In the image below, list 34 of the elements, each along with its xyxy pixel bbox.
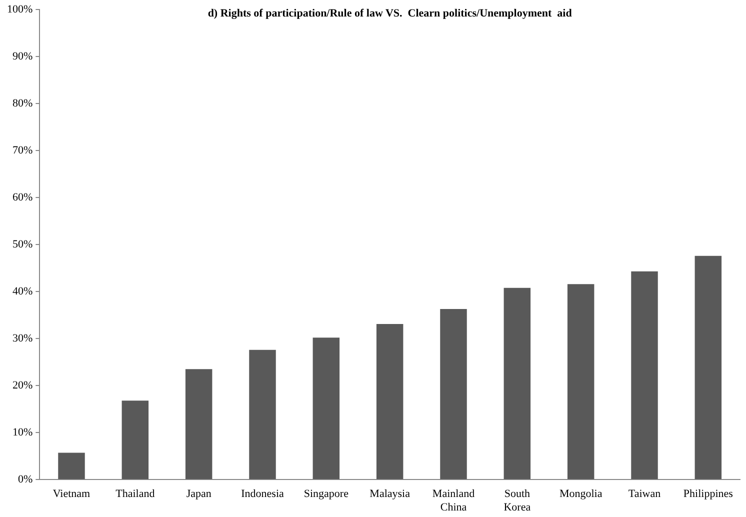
bar	[312, 338, 340, 480]
bar	[185, 369, 212, 480]
y-tick-label: 0%	[18, 473, 33, 486]
y-tick-label: 30%	[12, 332, 33, 344]
y-tick-label: 10%	[12, 426, 33, 438]
x-tick-label: Thailand	[116, 488, 156, 500]
bar	[122, 400, 149, 480]
chart-title: d) Rights of participation/Rule of law VS. Clearn politics/Unemployment aid	[208, 7, 572, 20]
bar	[567, 284, 594, 480]
y-tick-label: 50%	[12, 238, 33, 250]
bar	[376, 324, 404, 480]
x-tick-label: Malaysia	[370, 488, 410, 500]
y-tick-label: 40%	[12, 285, 33, 298]
bar	[440, 308, 467, 480]
x-tick-label: Vietnam	[52, 488, 91, 500]
bar	[694, 256, 722, 480]
bar	[631, 271, 658, 480]
x-tick-label: Japan	[186, 488, 212, 500]
x-tick-label: Indonesia	[241, 488, 284, 500]
x-tick-label: Mongolia	[559, 488, 602, 500]
bar	[58, 452, 85, 480]
y-tick-label: 20%	[12, 379, 33, 392]
x-tick-label: Taiwan	[628, 488, 662, 500]
x-tick-label: Singapore	[304, 488, 349, 500]
x-tick-label: Philippines	[683, 488, 733, 500]
x-tick-label: Mainland China	[432, 488, 476, 514]
y-tick-label: 100%	[6, 3, 33, 16]
bar	[504, 288, 531, 480]
bar	[249, 350, 276, 480]
y-tick-label: 90%	[12, 50, 33, 62]
x-tick-label: South Korea	[504, 488, 531, 514]
y-tick-label: 80%	[12, 97, 33, 110]
y-tick-label: 60%	[12, 191, 33, 204]
y-tick-label: 70%	[12, 144, 33, 156]
